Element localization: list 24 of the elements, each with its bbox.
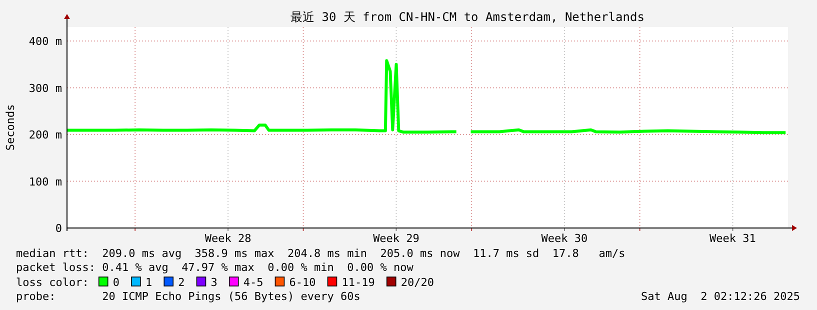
y-tick-label: 100 m [28, 175, 62, 188]
legend-label: 3 [210, 276, 218, 289]
text: median rtt: 209.0 ms avg 358.9 ms max 204.8 ms min 205.0 ms now 11.7 ms sd 17.8 am/s [16, 247, 626, 260]
legend-label: 2 [178, 276, 185, 289]
legend-label: 11-19 [342, 276, 375, 289]
legend-label: 6-10 [289, 276, 316, 289]
x-tick-label: Week 29 [373, 232, 420, 245]
legend-label: 4-5 [243, 276, 264, 289]
chart-title: 最近 30 天 from CN-HN-CM to Amsterdam, Netherlands [290, 10, 644, 24]
y-tick-label: 200 m [28, 128, 62, 142]
text: probe: 20 ICMP Echo Pings (56 Bytes) every 60s [16, 290, 360, 303]
x-tick-label: Week 28 [204, 232, 252, 245]
legend-label: 1 [145, 276, 152, 289]
y-tick-label: 300 m [28, 82, 62, 95]
text: packet loss: 0.41 % avg 47.97 % max 0.00 % min 0.00 % now [16, 261, 414, 274]
x-tick-label: Week 30 [541, 232, 588, 245]
y-tick-label: 0 [55, 222, 62, 235]
y-axis-title: Seconds [4, 104, 17, 151]
x-tick-label: Week 31 [710, 232, 756, 245]
legend-label: 0 [112, 276, 120, 289]
y-tick-label: 400 m [28, 35, 62, 48]
legend-title: loss color: [16, 276, 89, 289]
text: Sat Aug 2 02:12:26 2025 [641, 290, 800, 303]
legend-label: 20/20 [400, 276, 434, 289]
